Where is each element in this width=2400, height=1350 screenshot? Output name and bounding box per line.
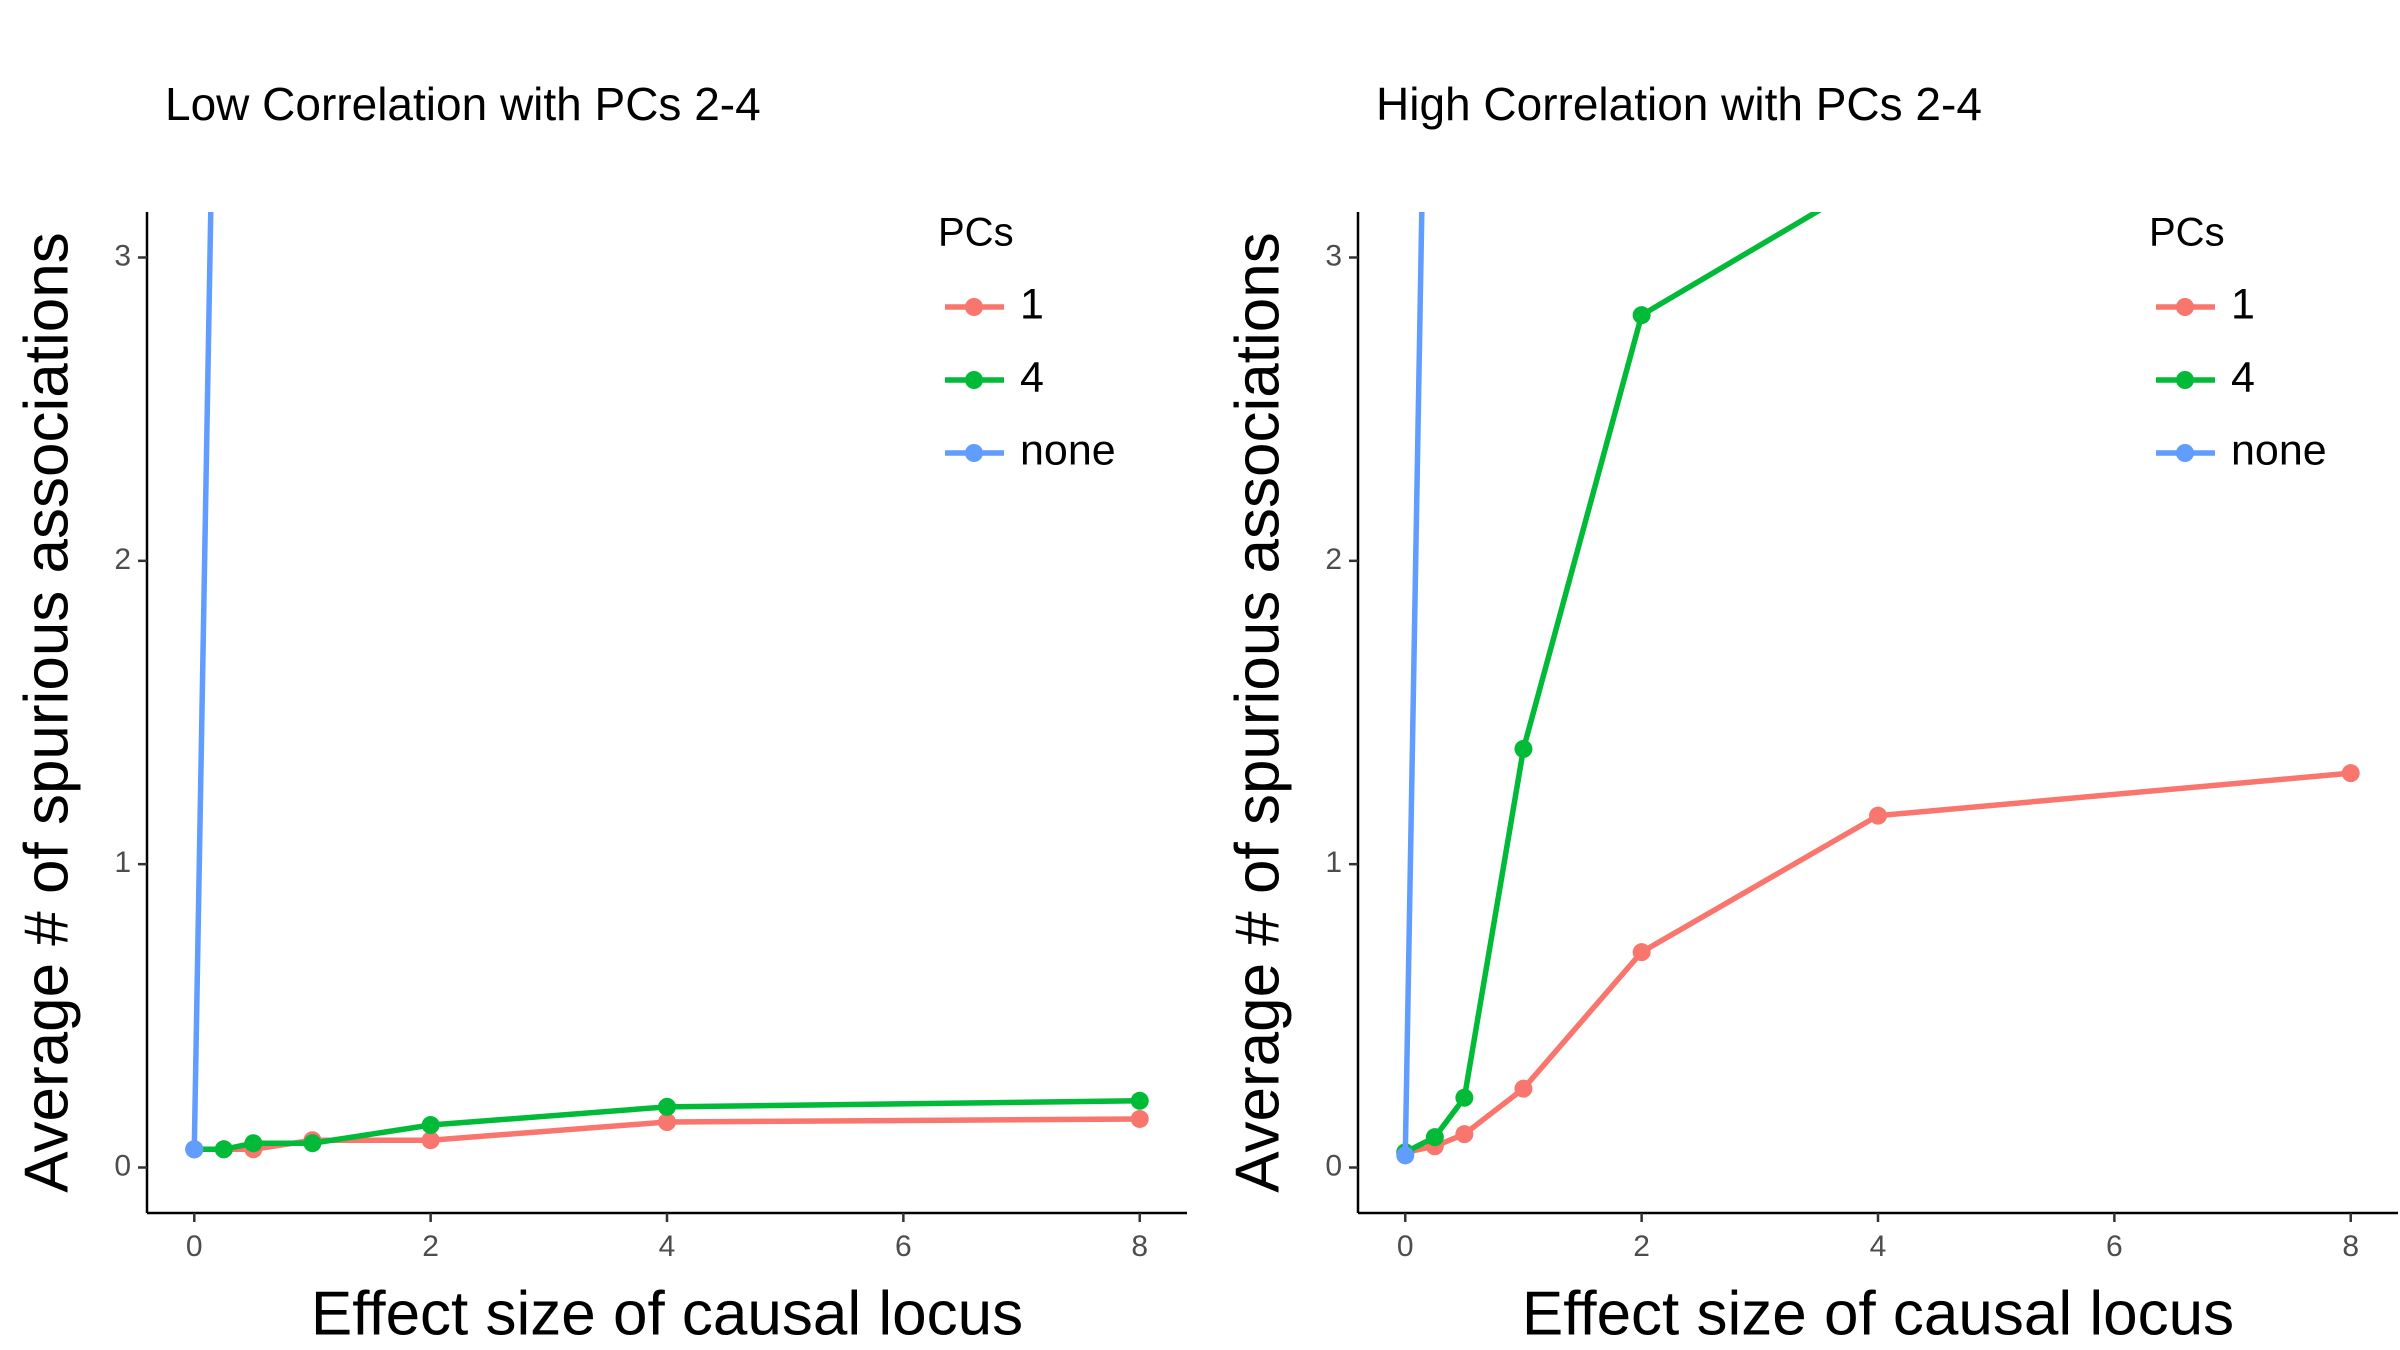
data-point <box>2341 764 2360 783</box>
data-point <box>1514 739 1533 758</box>
legend-swatch-dot <box>2176 444 2194 462</box>
data-point <box>214 1140 233 1159</box>
series-line <box>1402 212 1425 1156</box>
data-point <box>1455 1125 1474 1144</box>
data-point <box>421 1116 440 1135</box>
y-tick-label: 1 <box>114 846 131 879</box>
data-point <box>1632 943 1651 962</box>
y-tick-label: 0 <box>1325 1149 1342 1182</box>
plot-area <box>185 212 1149 1159</box>
data-point <box>1869 167 1887 185</box>
data-point <box>244 1134 263 1153</box>
x-tick-label: 6 <box>2106 1230 2123 1263</box>
y-tick-label: 1 <box>1325 846 1342 879</box>
legend-label: 1 <box>2231 280 2255 328</box>
panel: High Correlation with PCs 2-4 Average # o… <box>1223 78 2398 1348</box>
chart-title: Low Correlation with PCs 2-4 <box>165 78 761 130</box>
data-point <box>1514 1079 1533 1098</box>
data-point <box>1130 1109 1149 1128</box>
x-tick-label: 6 <box>895 1230 912 1263</box>
legend-swatch-dot <box>2176 371 2194 389</box>
x-tick-label: 2 <box>1633 1230 1650 1263</box>
plot-area <box>1396 167 2360 1165</box>
x-tick-label: 8 <box>2342 1230 2359 1263</box>
y-axis-label: Average # of spurious associations <box>12 232 81 1192</box>
legend-swatch-dot <box>2176 298 2194 316</box>
data-point <box>1632 306 1651 325</box>
data-point <box>658 1097 676 1116</box>
data-point <box>1869 806 1887 825</box>
y-tick-label: 2 <box>114 543 131 576</box>
x-tick-label: 4 <box>659 1230 676 1263</box>
data-point <box>185 1140 204 1159</box>
panel: Low Correlation with PCs 2-4 Average # of… <box>12 78 1187 1348</box>
x-tick-label: 2 <box>422 1230 439 1263</box>
legend-title: PCs <box>2149 211 2225 255</box>
x-axis-label: Effect size of causal locus <box>1522 1279 2234 1348</box>
chart-title: High Correlation with PCs 2-4 <box>1376 78 1982 130</box>
y-tick-label: 3 <box>1325 239 1342 272</box>
data-point <box>658 1113 676 1131</box>
legend-swatch-dot <box>965 371 983 389</box>
x-tick-label: 4 <box>1870 1230 1887 1263</box>
x-tick-label: 0 <box>1397 1230 1414 1263</box>
data-point <box>1455 1088 1474 1107</box>
x-tick-label: 0 <box>186 1230 203 1263</box>
data-point <box>1396 1146 1415 1165</box>
legend-title: PCs <box>938 211 1014 255</box>
y-tick-label: 2 <box>1325 543 1342 576</box>
series-line <box>191 212 214 1150</box>
y-tick-label: 3 <box>114 239 131 272</box>
legend-label: none <box>2231 426 2327 474</box>
x-axis-label: Effect size of causal locus <box>311 1279 1023 1348</box>
data-point <box>303 1134 322 1153</box>
data-point <box>1425 1128 1444 1147</box>
legend-swatch-dot <box>965 298 983 316</box>
legend-swatch-dot <box>965 444 983 462</box>
legend-label: 4 <box>2231 353 2255 401</box>
legend-label: none <box>1020 426 1116 474</box>
legend-label: 4 <box>1020 353 1044 401</box>
y-axis-label: Average # of spurious associations <box>1223 232 1292 1192</box>
x-tick-label: 8 <box>1131 1230 1148 1263</box>
data-point <box>421 1131 440 1150</box>
legend-label: 1 <box>1020 280 1044 328</box>
data-point <box>1130 1091 1149 1110</box>
series-line <box>1404 770 2351 1156</box>
y-tick-label: 0 <box>114 1149 131 1182</box>
